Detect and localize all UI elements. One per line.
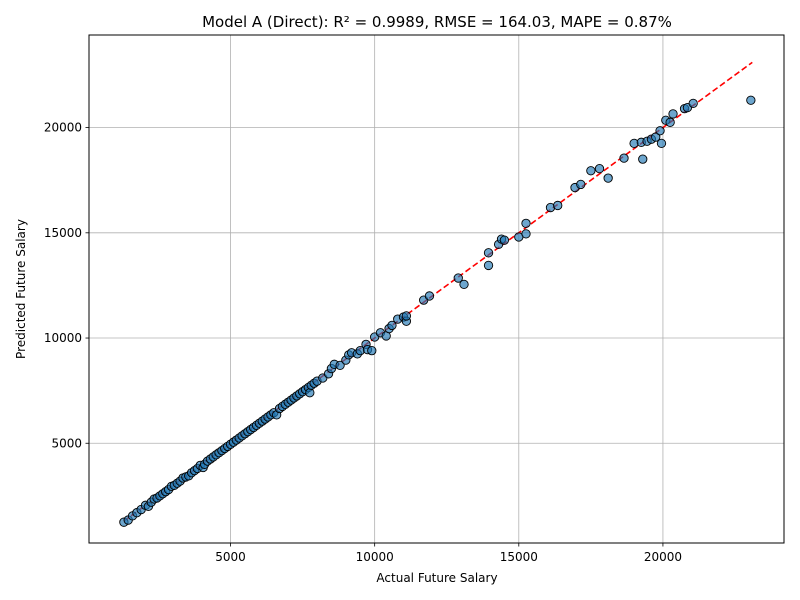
x-tick-label: 10000 — [356, 550, 394, 564]
data-point — [305, 388, 315, 398]
y-tick-label: 15000 — [44, 226, 82, 240]
data-point — [586, 166, 596, 176]
data-point — [668, 109, 678, 119]
data-point — [651, 132, 661, 142]
plot-frame — [88, 34, 785, 544]
x-axis-label: Actual Future Salary — [376, 571, 497, 585]
data-point — [655, 126, 665, 136]
data-point — [521, 218, 531, 228]
data-point — [665, 117, 675, 127]
data-point — [594, 163, 605, 174]
data-point — [619, 153, 629, 163]
data-point — [688, 98, 698, 109]
y-tick-label: 20000 — [44, 121, 82, 135]
data-point — [483, 248, 494, 258]
data-point — [521, 229, 531, 239]
data-point — [401, 311, 412, 321]
data-point — [424, 291, 435, 301]
y-tick-label: 5000 — [51, 436, 82, 450]
x-tick-label: 20000 — [644, 550, 682, 564]
data-point — [483, 260, 494, 271]
data-point — [638, 154, 648, 164]
data-point — [453, 273, 463, 283]
data-point — [553, 200, 563, 211]
data-points — [119, 95, 756, 527]
x-tick-label: 15000 — [500, 550, 538, 564]
x-axis-ticks: 5000 10000 15000 20000 — [215, 543, 682, 564]
y-axis-ticks: 5000 10000 15000 20000 — [44, 121, 89, 450]
y-axis-label: Predicted Future Salary — [14, 219, 28, 359]
data-point — [499, 235, 510, 245]
chart-title: Model A (Direct): R² = 0.9989, RMSE = 16… — [202, 13, 672, 31]
data-point — [603, 173, 613, 183]
data-point — [746, 95, 756, 105]
y-tick-label: 10000 — [44, 331, 82, 345]
data-point — [367, 346, 377, 356]
data-point — [656, 138, 667, 149]
data-point — [335, 360, 345, 371]
data-point — [459, 279, 469, 290]
data-point — [576, 179, 586, 190]
x-tick-label: 5000 — [215, 550, 246, 564]
data-point — [387, 320, 397, 331]
